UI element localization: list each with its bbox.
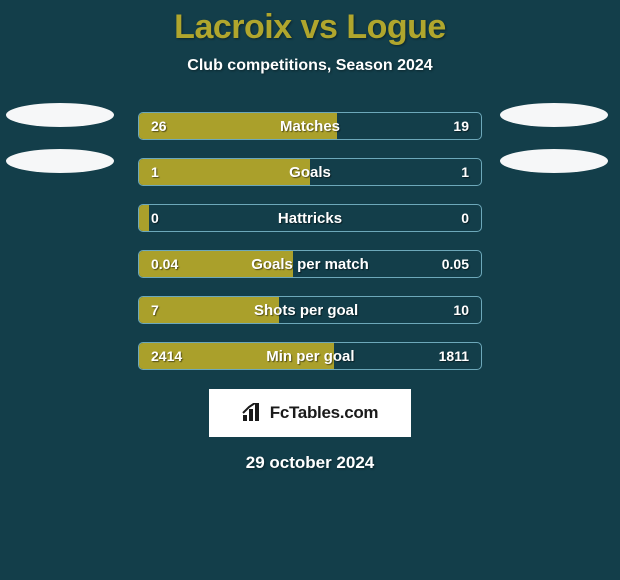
- stat-bar: 0 Hattricks 0: [138, 204, 482, 232]
- stat-label: Hattricks: [278, 210, 342, 227]
- stat-row: 0.04 Goals per match 0.05: [0, 241, 620, 287]
- date-text: 29 october 2024: [0, 453, 620, 473]
- stat-value-right: 0.05: [442, 256, 469, 272]
- player-oval-right: [500, 103, 608, 127]
- stat-bar: 0.04 Goals per match 0.05: [138, 250, 482, 278]
- stat-label: Goals per match: [251, 256, 369, 273]
- page-title: Lacroix vs Logue: [0, 0, 620, 47]
- source-badge-text: FcTables.com: [270, 403, 379, 423]
- stat-bar-text: 0 Hattricks 0: [139, 205, 481, 231]
- bars-icon: [242, 403, 264, 423]
- stat-label: Shots per goal: [254, 302, 358, 319]
- stat-bar-text: 0.04 Goals per match 0.05: [139, 251, 481, 277]
- stat-bar: 2414 Min per goal 1811: [138, 342, 482, 370]
- subtitle: Club competitions, Season 2024: [0, 57, 620, 75]
- stats-container: 26Matches191Goals10Hattricks00.04Goals p…: [0, 103, 620, 379]
- stat-value-left: 1: [151, 164, 159, 180]
- stat-value-right: 1811: [439, 348, 469, 364]
- stat-value-left: 26: [151, 118, 167, 134]
- stat-label: Min per goal: [266, 348, 354, 365]
- stat-bar: 7 Shots per goal 10: [138, 296, 482, 324]
- stat-value-right: 19: [453, 118, 469, 134]
- player-oval-left: [6, 103, 114, 127]
- stat-label: Matches: [280, 118, 340, 135]
- stat-value-left: 0: [151, 210, 159, 226]
- stat-value-right: 10: [453, 302, 469, 318]
- stat-bar-text: 7 Shots per goal 10: [139, 297, 481, 323]
- stat-bar-text: 26 Matches 19: [139, 113, 481, 139]
- stat-row: 1 Goals 1: [0, 149, 620, 195]
- stat-row: 7 Shots per goal 10: [0, 287, 620, 333]
- stat-value-left: 0.04: [151, 256, 178, 272]
- stat-bar: 26 Matches 19: [138, 112, 482, 140]
- stat-value-left: 2414: [151, 348, 182, 364]
- stat-value-right: 0: [461, 210, 469, 226]
- stat-label: Goals: [289, 164, 331, 181]
- stat-bar: 1 Goals 1: [138, 158, 482, 186]
- stat-bar-text: 2414 Min per goal 1811: [139, 343, 481, 369]
- stat-value-right: 1: [461, 164, 469, 180]
- stat-row: 26 Matches 19: [0, 103, 620, 149]
- stat-row: 2414 Min per goal 1811: [0, 333, 620, 379]
- player-oval-right: [500, 149, 608, 173]
- stat-row: 0 Hattricks 0: [0, 195, 620, 241]
- player-oval-left: [6, 149, 114, 173]
- source-badge: FcTables.com: [209, 389, 411, 437]
- stat-bar-text: 1 Goals 1: [139, 159, 481, 185]
- stat-value-left: 7: [151, 302, 159, 318]
